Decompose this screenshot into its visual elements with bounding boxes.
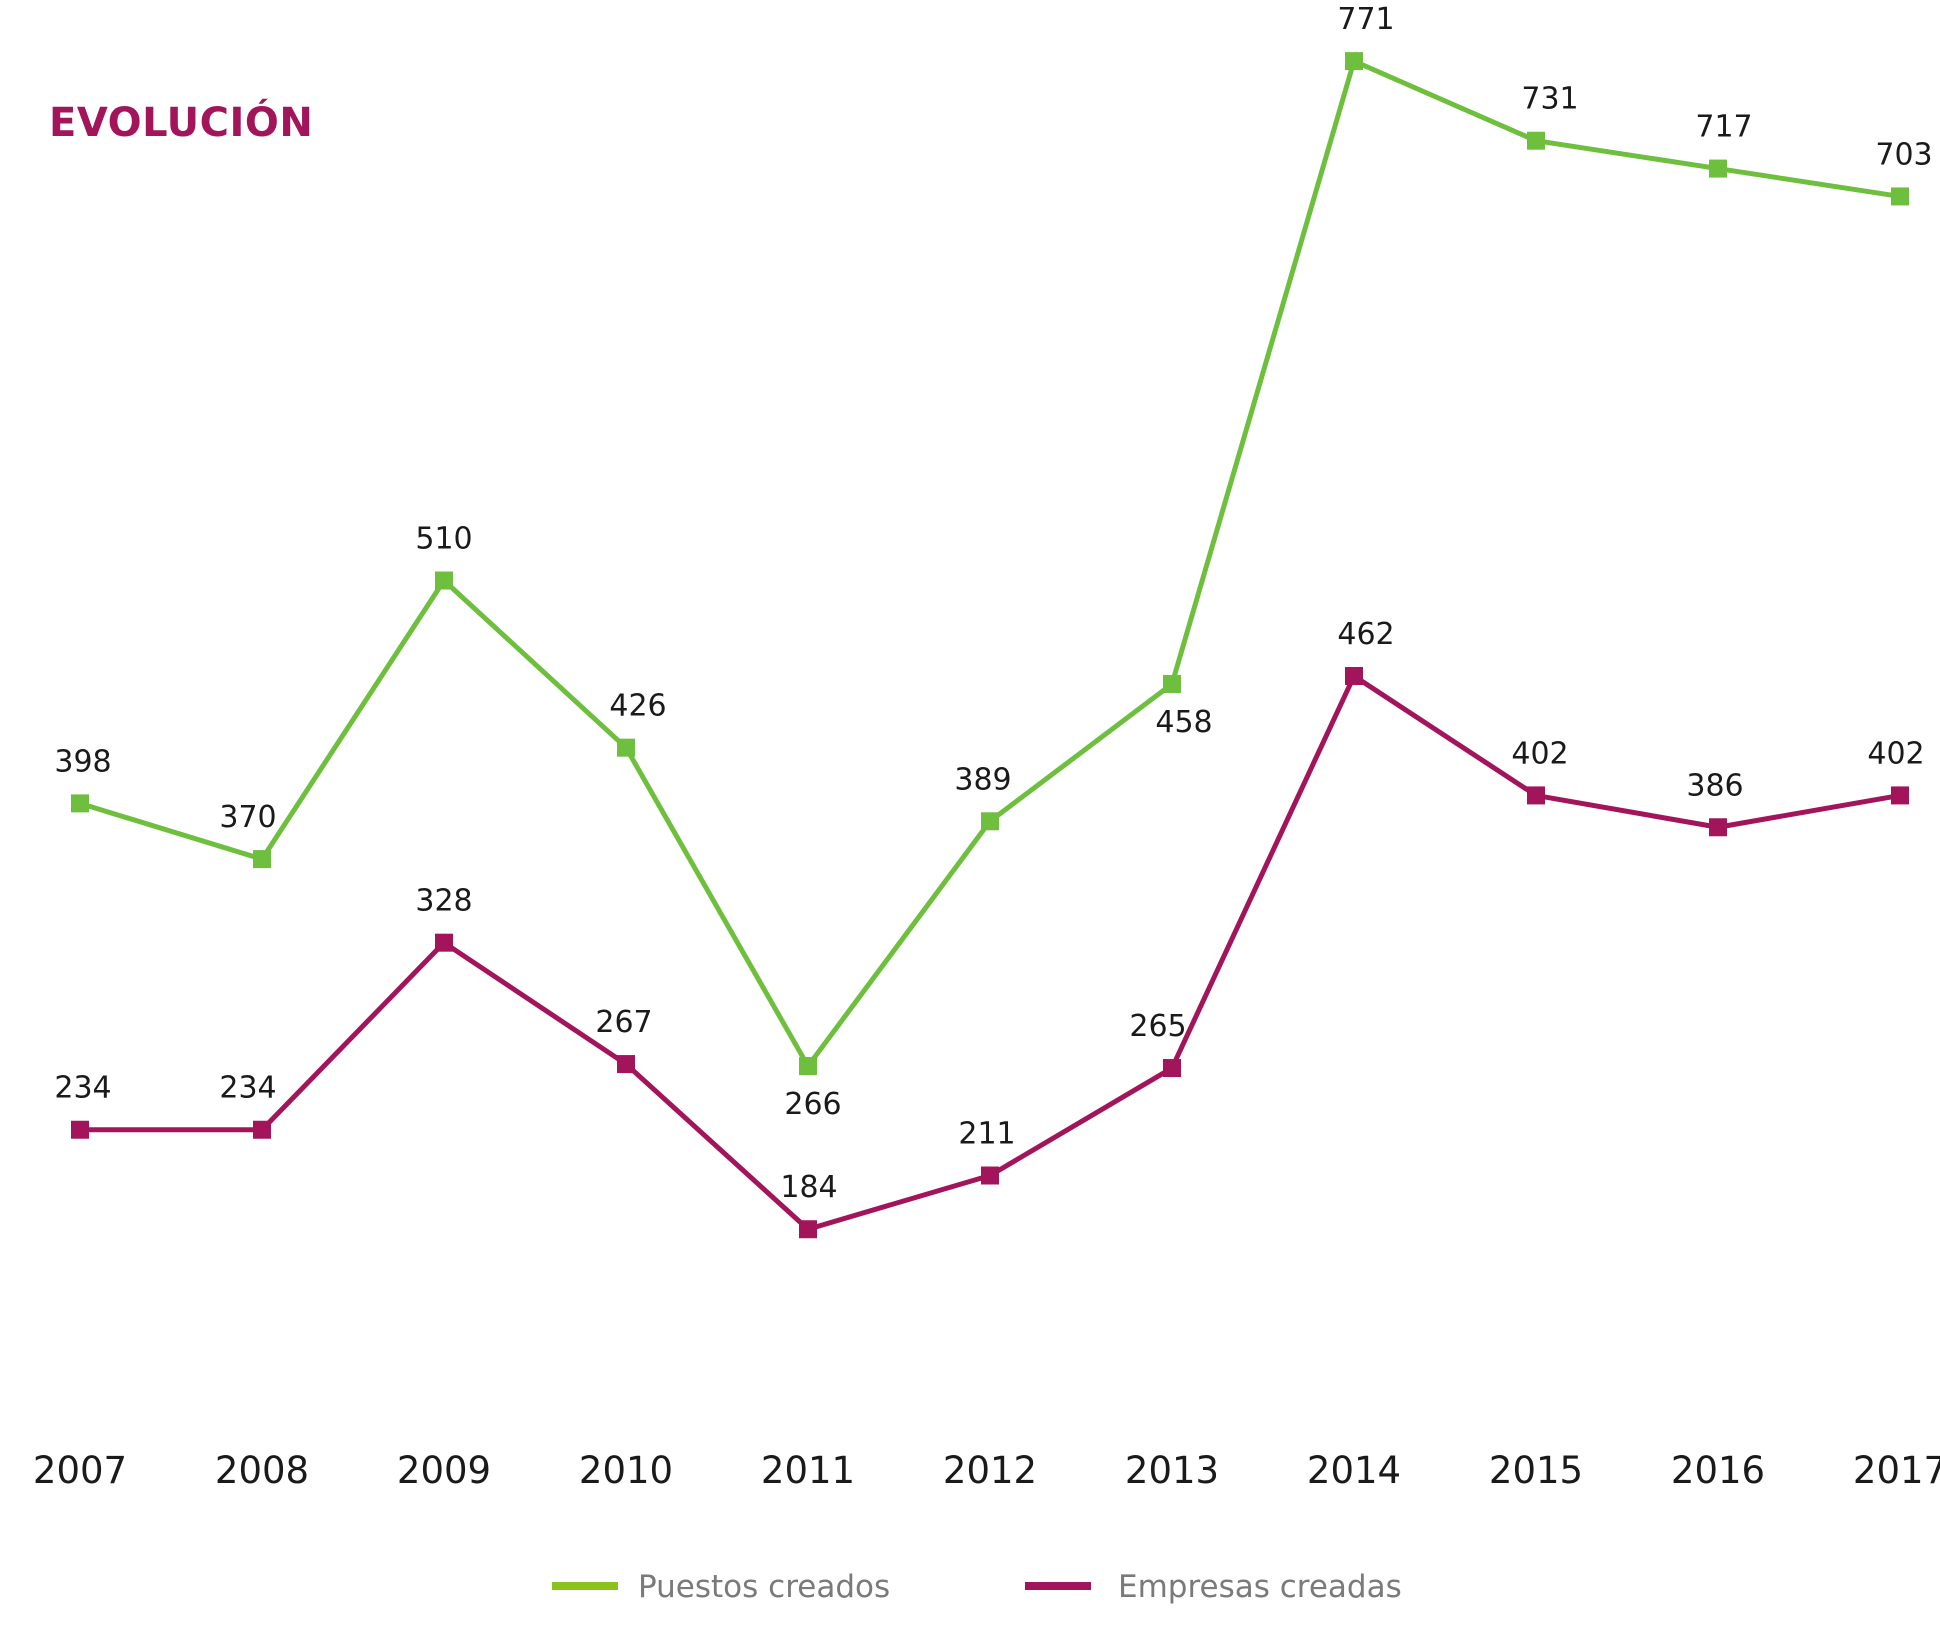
data-label: 458 [1155, 705, 1212, 740]
x-tick-label: 2015 [1489, 1449, 1583, 1492]
data-label: 234 [54, 1071, 111, 1106]
data-point [1345, 667, 1363, 686]
data-label: 234 [219, 1071, 276, 1106]
data-label: 402 [1511, 736, 1568, 771]
data-point [1163, 674, 1181, 693]
x-tick-label: 2017 [1853, 1449, 1940, 1492]
data-label: 211 [958, 1117, 1015, 1152]
data-label: 462 [1337, 617, 1394, 652]
x-tick-label: 2013 [1125, 1449, 1219, 1492]
data-point [799, 1220, 817, 1239]
data-point [1709, 818, 1727, 837]
x-tick-label: 2007 [33, 1449, 127, 1492]
x-axis: 2007 2008 2009 2010 2011 2012 2013 2014 2015 2016… [33, 1449, 1940, 1492]
data-point [1891, 786, 1909, 805]
legend-label: Puestos creados [638, 1569, 890, 1605]
data-point [1891, 187, 1909, 206]
data-label: 731 [1521, 82, 1578, 117]
legend-swatch [552, 1582, 618, 1590]
data-label: 389 [954, 762, 1011, 797]
data-label: 426 [609, 689, 666, 724]
series-puestos-creados: 398 370 510 426 266 389 458 771 731 717 703 [54, 2, 1932, 1122]
legend-swatch [1025, 1582, 1091, 1590]
data-label: 771 [1337, 2, 1394, 37]
data-point [253, 1120, 271, 1139]
data-label: 265 [1129, 1009, 1186, 1044]
x-tick-label: 2016 [1671, 1449, 1765, 1492]
legend-label: Empresas creadas [1118, 1569, 1402, 1605]
data-label: 267 [595, 1005, 652, 1040]
data-point [435, 933, 453, 952]
x-tick-label: 2008 [215, 1449, 309, 1492]
data-label: 510 [415, 522, 472, 557]
data-point [981, 1166, 999, 1185]
data-point [981, 812, 999, 831]
data-point [617, 738, 635, 757]
data-point [1527, 131, 1545, 150]
data-point [253, 850, 271, 869]
data-label: 266 [784, 1087, 841, 1122]
x-tick-label: 2014 [1307, 1449, 1401, 1492]
x-tick-label: 2011 [761, 1449, 855, 1492]
data-point [1345, 52, 1363, 71]
x-tick-label: 2010 [579, 1449, 673, 1492]
data-label: 717 [1695, 110, 1752, 145]
legend-item: Puestos creados [552, 1569, 890, 1605]
x-tick-label: 2012 [943, 1449, 1037, 1492]
data-point [71, 1120, 89, 1139]
series-empresas-creadas: 234 234 328 267 184 211 265 462 402 386 402 [54, 617, 1925, 1239]
data-label: 402 [1867, 736, 1924, 771]
data-point [1709, 159, 1727, 178]
chart-title: EVOLUCIÓN [49, 100, 314, 146]
data-point [617, 1055, 635, 1074]
data-point [799, 1057, 817, 1076]
series-line [79, 58, 1901, 1069]
data-point [1163, 1059, 1181, 1078]
x-tick-label: 2009 [397, 1449, 491, 1492]
data-point [1527, 786, 1545, 805]
data-label: 184 [780, 1170, 837, 1205]
data-label: 370 [219, 800, 276, 835]
legend-item: Empresas creadas [1025, 1569, 1402, 1605]
data-label: 398 [54, 744, 111, 779]
data-label: 328 [415, 884, 472, 919]
data-point [71, 794, 89, 813]
data-label: 703 [1875, 137, 1932, 172]
legend: Puestos creados Empresas creadas [552, 1569, 1402, 1605]
data-point [435, 571, 453, 590]
data-label: 386 [1686, 768, 1743, 803]
